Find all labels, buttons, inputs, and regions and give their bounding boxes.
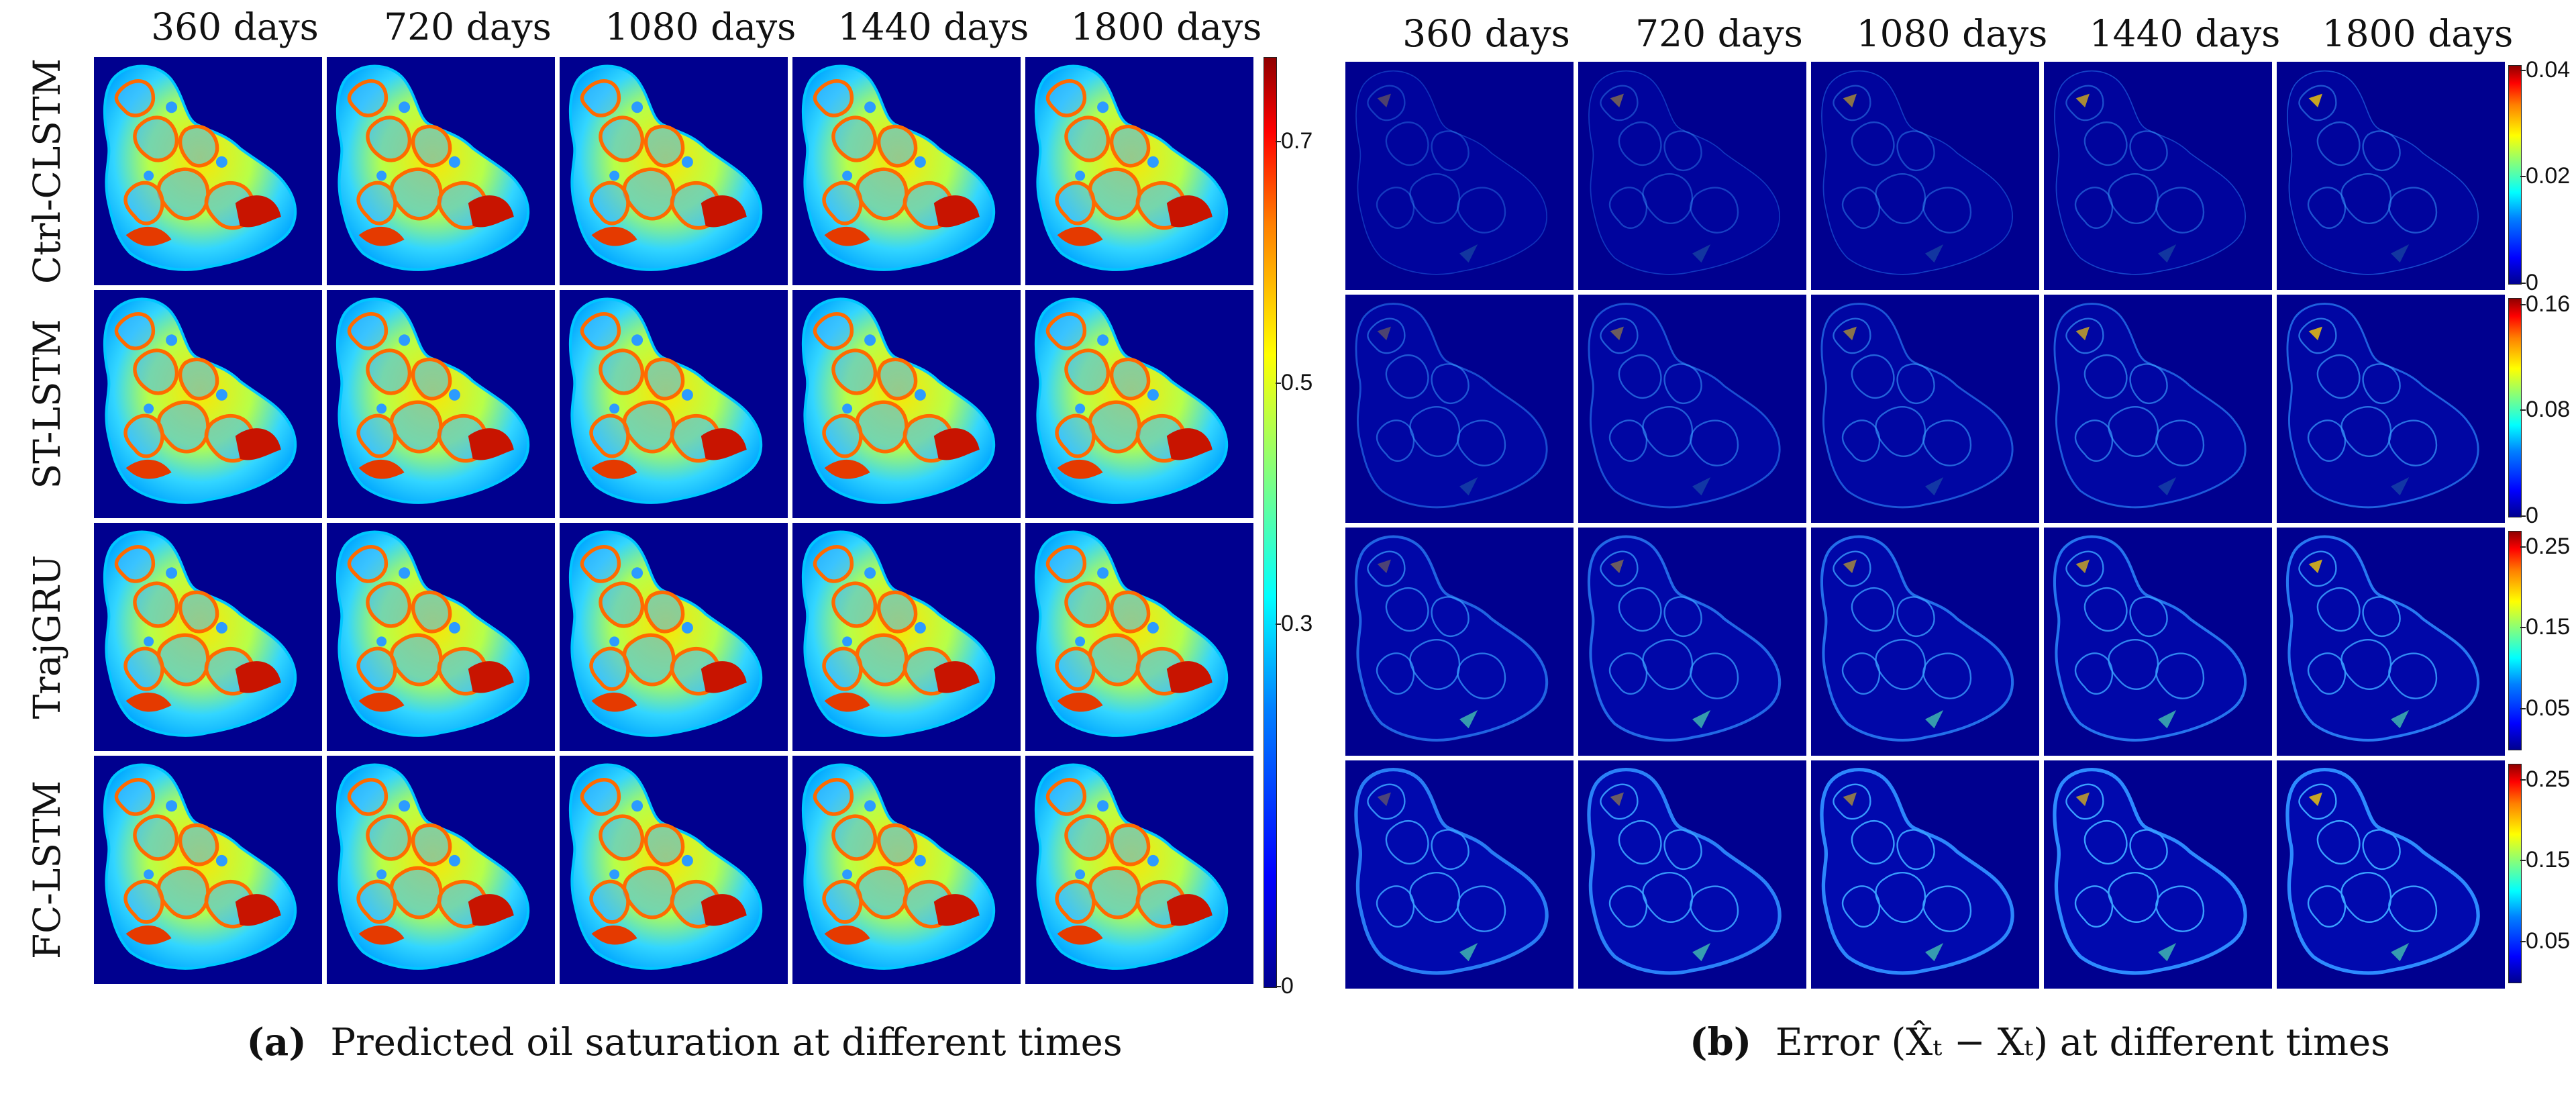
colorbar-tickmark [2520, 283, 2526, 284]
saturation-tile [1025, 523, 1253, 751]
colorbar-tickmark [2520, 409, 2526, 411]
saturation-tile [792, 756, 1021, 984]
colorbar-tick-label: 0.02 [2526, 163, 2571, 189]
column-header: 1080 days [605, 5, 796, 48]
error-tile [1345, 295, 1574, 523]
colorbar-tickmark [2520, 860, 2526, 862]
error-tile [1578, 62, 1806, 290]
saturation-tile [94, 523, 322, 751]
saturation-tile [94, 756, 322, 984]
colorbar-tickmark [2520, 69, 2526, 71]
caption-b-text: Error (X̂ₜ − Xₜ) at different times [1775, 1021, 2390, 1064]
colorbar-tickmark [2520, 707, 2526, 709]
colorbar-a [1264, 57, 1277, 988]
saturation-tile [792, 290, 1021, 518]
colorbar-tick-label: 0.25 [2526, 534, 2571, 560]
column-header: 360 days [1402, 12, 1570, 55]
colorbar-b-row1 [2508, 65, 2522, 285]
colorbar-tickmark [1276, 382, 1281, 384]
colorbar-b-row4 [2508, 764, 2522, 983]
row-label: Ctrl-CLSTM [25, 58, 68, 284]
error-tile [2044, 62, 2272, 290]
column-header: 360 days [151, 5, 319, 48]
error-tile [1811, 62, 2039, 290]
column-header: 1440 days [2089, 12, 2281, 55]
row-label: ST-LSTM [25, 319, 68, 489]
saturation-tile [327, 57, 555, 285]
error-tile [1578, 528, 1806, 756]
saturation-tile [560, 523, 788, 751]
row-label: FC-LSTM [25, 780, 68, 960]
colorbar-tick-label: 0.25 [2526, 766, 2571, 793]
colorbar-tick-label: 0.16 [2526, 291, 2571, 317]
row-label: TrajGRU [25, 554, 68, 719]
colorbar-tick-label: 0.04 [2526, 56, 2571, 83]
colorbar-tick-label: 0 [2526, 270, 2538, 295]
saturation-tile [94, 290, 322, 518]
error-tile [2277, 295, 2505, 523]
colorbar-tickmark [2520, 779, 2526, 781]
colorbar-tick-label: 0.05 [2526, 695, 2571, 721]
error-tile [2277, 528, 2505, 756]
colorbar-tick-label: 0.08 [2526, 397, 2571, 423]
saturation-tile [327, 756, 555, 984]
colorbar-tickmark [1276, 140, 1281, 142]
caption-a-label: (a) [246, 1020, 307, 1064]
column-header: 1440 days [837, 5, 1029, 48]
colorbar-tickmark [2520, 515, 2526, 517]
error-tile [1811, 528, 2039, 756]
error-tile [2277, 760, 2505, 989]
error-tile [2044, 295, 2272, 523]
caption-a: (a) Predicted oil saturation at differen… [161, 1020, 1208, 1064]
colorbar-tick-label: 0.5 [1281, 369, 1313, 395]
saturation-tile [1025, 290, 1253, 518]
saturation-tile [327, 290, 555, 518]
colorbar-b-row2 [2508, 298, 2522, 517]
saturation-tile [327, 523, 555, 751]
column-header: 1800 days [2322, 12, 2514, 55]
colorbar-tick-label: 0.05 [2526, 928, 2571, 954]
error-tile [2277, 62, 2505, 290]
colorbar-tick-label: 0.15 [2526, 847, 2571, 873]
column-header: 720 days [1635, 12, 1803, 55]
column-header: 1080 days [1856, 12, 2048, 55]
saturation-tile [560, 57, 788, 285]
colorbar-tickmark [2520, 546, 2526, 548]
colorbar-tick-label: 0.7 [1281, 128, 1313, 154]
caption-b: (b) Error (X̂ₜ − Xₜ) at different times [1516, 1020, 2563, 1064]
error-tile [1811, 295, 2039, 523]
colorbar-tickmark [2520, 627, 2526, 629]
colorbar-tickmark [2520, 940, 2526, 942]
error-tile [1811, 760, 2039, 989]
colorbar-tick-label: 0 [1281, 973, 1294, 999]
caption-b-label: (b) [1690, 1020, 1752, 1064]
saturation-tile [1025, 756, 1253, 984]
colorbar-tick-label: 0.15 [2526, 614, 2571, 640]
error-tile [2044, 528, 2272, 756]
colorbar-tickmark [1276, 624, 1281, 626]
error-tile [1345, 62, 1574, 290]
colorbar-b-row3 [2508, 531, 2522, 750]
saturation-tile [560, 756, 788, 984]
column-header: 720 days [384, 5, 552, 48]
column-header: 1800 days [1070, 5, 1262, 48]
error-tile [2044, 760, 2272, 989]
error-tile [1578, 295, 1806, 523]
error-tile [1578, 760, 1806, 989]
saturation-tile [792, 523, 1021, 751]
colorbar-tick-label: 0 [2526, 503, 2538, 528]
saturation-tile [792, 57, 1021, 285]
caption-a-text: Predicted oil saturation at different ti… [330, 1021, 1123, 1064]
colorbar-tick-label: 0.3 [1281, 611, 1313, 637]
colorbar-tickmark [1276, 986, 1281, 987]
colorbar-tickmark [2520, 176, 2526, 178]
saturation-tile [94, 57, 322, 285]
colorbar-tickmark [2520, 303, 2526, 305]
error-tile [1345, 760, 1574, 989]
error-tile [1345, 528, 1574, 756]
saturation-tile [560, 290, 788, 518]
saturation-tile [1025, 57, 1253, 285]
